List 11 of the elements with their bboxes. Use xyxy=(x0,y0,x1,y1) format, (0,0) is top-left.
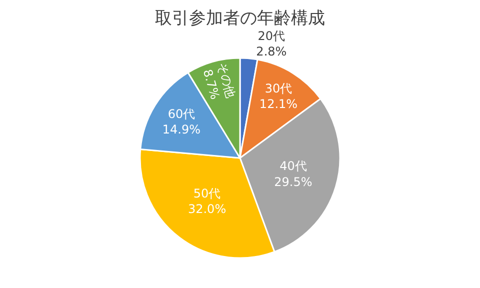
slice-label: 30代 xyxy=(264,81,292,96)
slice-label: 60代 xyxy=(168,106,196,121)
chart-title: 取引参加者の年齢構成 xyxy=(155,8,325,28)
slice-label: 20代 xyxy=(258,28,286,43)
data-label: 32.0% xyxy=(188,202,226,216)
data-label: 12.1% xyxy=(259,96,298,111)
slice-label: 50代 xyxy=(193,186,221,200)
data-label: 2.8% xyxy=(256,44,287,58)
data-label: 29.5% xyxy=(274,174,312,189)
slice-label: 40代 xyxy=(280,159,307,174)
data-label: 14.9% xyxy=(162,122,201,136)
